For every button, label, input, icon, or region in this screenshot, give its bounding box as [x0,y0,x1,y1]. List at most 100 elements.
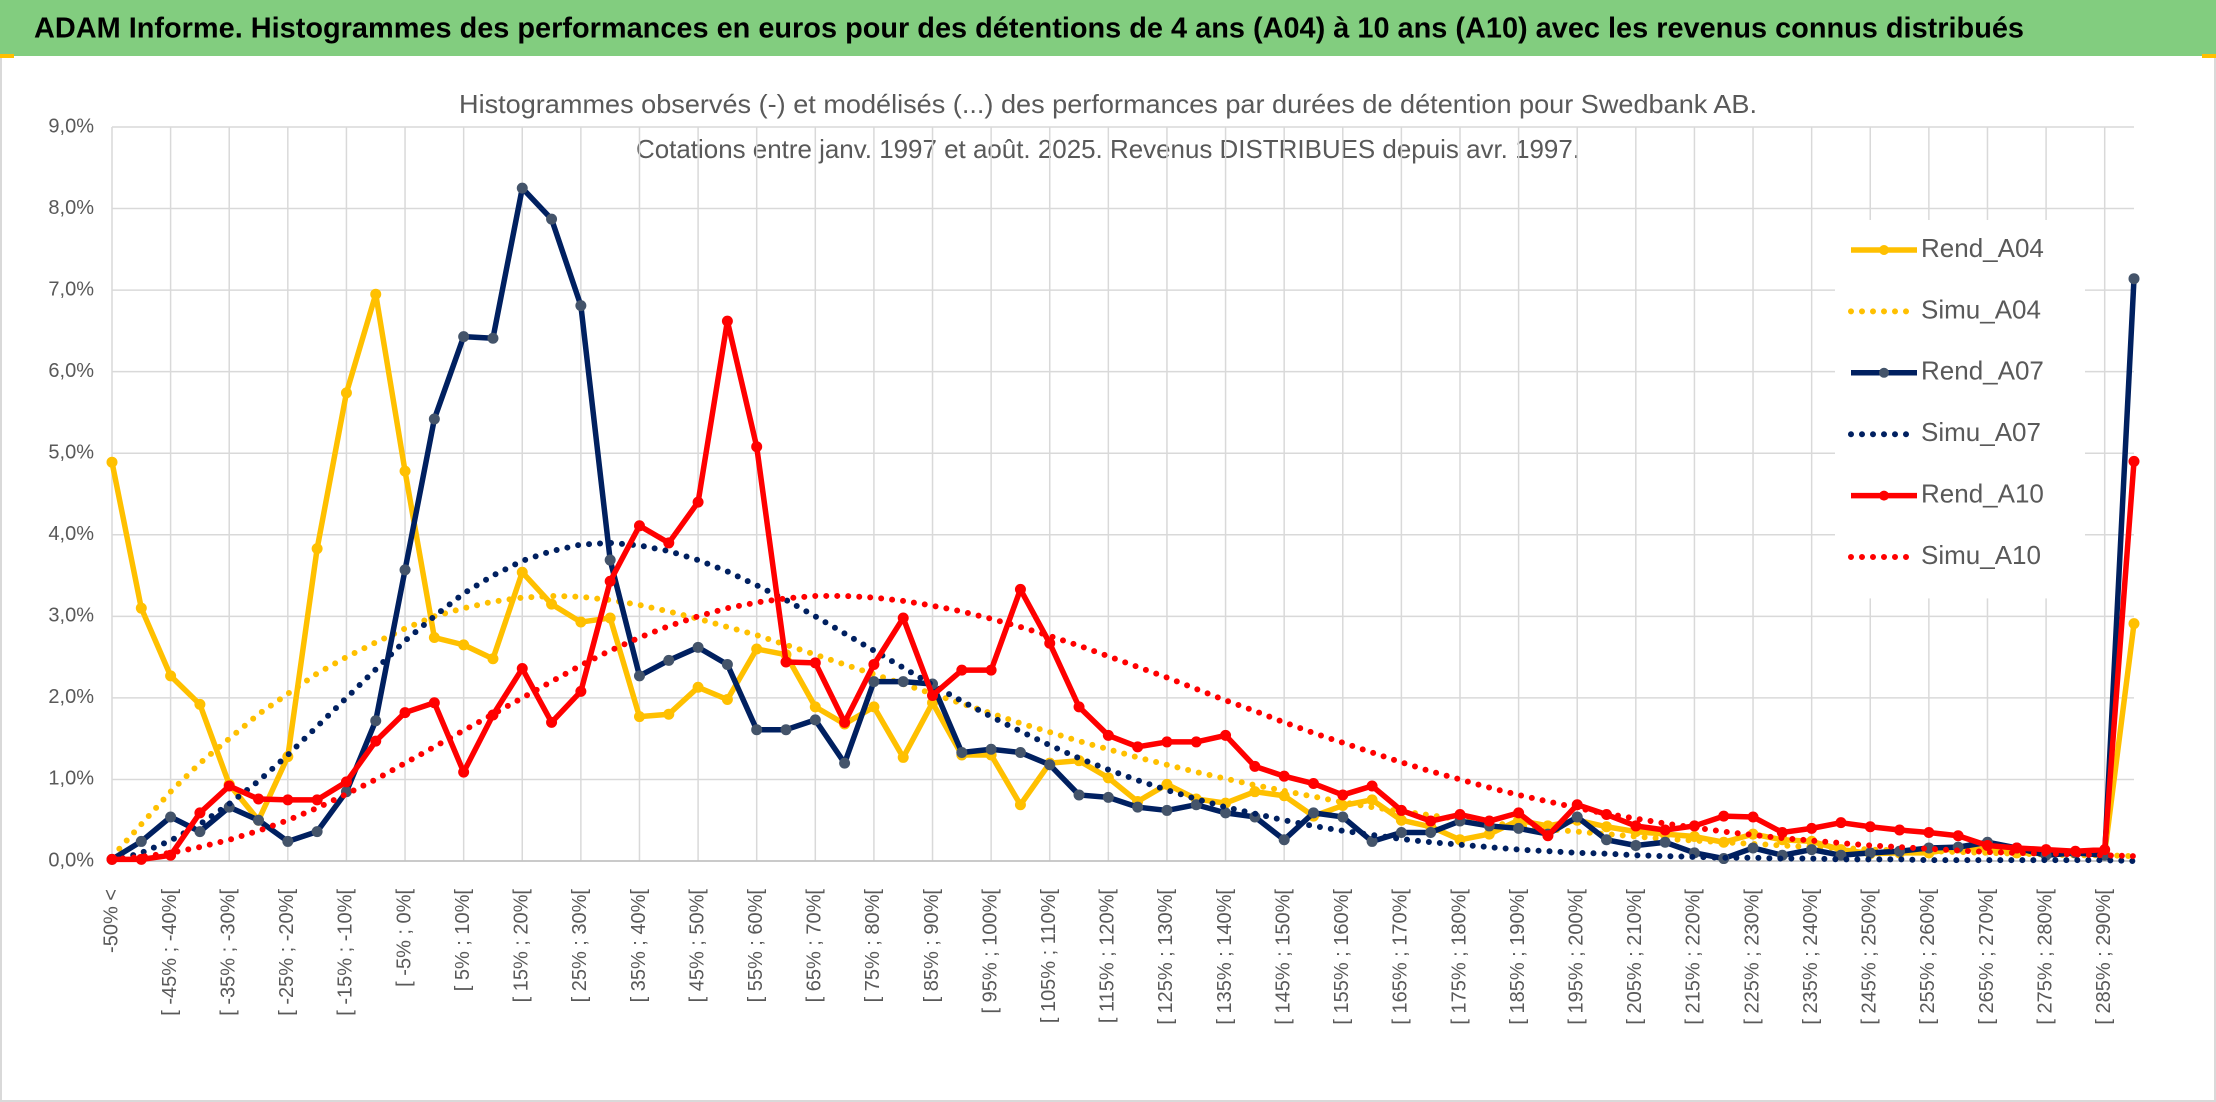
legend-label: Rend_A07 [1921,356,2044,386]
data-point [487,653,499,665]
x-tick-label: [ 25% ; 30%[ [569,889,591,1003]
data-point [1102,729,1114,741]
data-point [1923,826,1935,838]
data-point [399,707,411,719]
data-point [1835,817,1847,829]
data-point [1307,807,1319,819]
data-point [868,658,880,670]
x-tick-label: [ 65% ; 70%[ [804,889,826,1003]
series-line [109,592,2137,860]
header-title: ADAM Informe. Histogrammes des performan… [34,13,2024,45]
data-point [1747,842,1759,854]
data-point [1601,834,1613,846]
data-point [253,793,265,805]
data-point [956,747,968,759]
data-point [751,724,763,736]
y-tick-label: 9,0% [48,115,94,137]
header-bar [0,0,2216,56]
data-point [575,300,587,312]
x-tick-label: [ -5% ; 0%[ [393,889,415,987]
data-point [1249,786,1261,798]
data-point [1220,729,1232,741]
data-point [1073,701,1085,713]
data-point [546,716,558,728]
x-tick-label: [ 195% ; 200%[ [1565,889,1587,1025]
data-point [1659,824,1671,836]
series-line [109,592,2137,863]
data-point [1102,772,1114,784]
legend-label: Simu_A10 [1921,540,2041,570]
data-point [721,315,733,327]
data-point [1483,815,1495,827]
data-point [1659,836,1671,848]
data-point [633,520,645,532]
y-tick-label: 4,0% [48,523,94,545]
data-point [1571,811,1583,823]
data-point [575,685,587,697]
data-point [399,465,411,477]
legend-marker [1879,245,1889,255]
data-point [399,564,411,576]
x-tick-label: [ 235% ; 240%[ [1800,889,1822,1025]
data-point [1513,822,1525,834]
data-point [1073,789,1085,801]
x-tick-label: [ -45% ; -40%[ [159,889,181,1016]
data-point [1395,826,1407,838]
data-point [575,616,587,628]
corner-accent [0,54,14,58]
y-tick-label: 3,0% [48,605,94,627]
x-tick-label: [ 5% ; 10%[ [452,889,474,992]
x-tick-label: [ -25% ; -20%[ [276,889,298,1016]
x-tick-label: [ 55% ; 60%[ [745,889,767,1003]
data-point [985,743,997,755]
data-point [1278,770,1290,782]
data-point [516,182,528,194]
x-tick-label: [ 135% ; 140%[ [1214,889,1236,1025]
data-point [2099,844,2111,856]
data-point [985,664,997,676]
data-point [1630,820,1642,832]
data-point [1161,736,1173,748]
data-point [1806,844,1818,856]
data-point [165,811,177,823]
x-tick-label: [ 85% ; 90%[ [921,889,943,1003]
data-point [2011,842,2023,854]
data-point [340,387,352,399]
data-point [1454,809,1466,821]
data-point [458,766,470,778]
data-point [1220,807,1232,819]
data-point [282,794,294,806]
data-point [223,780,235,792]
data-point [1747,811,1759,823]
data-point [1688,831,1700,843]
data-point [546,598,558,610]
y-tick-label: 2,0% [48,686,94,708]
data-point [1601,821,1613,833]
x-tick-label: [ 255% ; 260%[ [1917,889,1939,1025]
data-point [1014,799,1026,811]
x-tick-label: [ 265% ; 270%[ [1976,889,1998,1025]
data-point [370,715,382,727]
data-point [1132,741,1144,753]
data-point [1864,847,1876,859]
x-tick-label: [ 125% ; 130%[ [1155,889,1177,1025]
data-point [956,664,968,676]
data-point [692,681,704,693]
data-point [897,751,909,763]
data-point [1806,822,1818,834]
data-point [927,689,939,701]
x-tick-label: [ 15% ; 20%[ [511,889,533,1003]
data-point [135,602,147,614]
data-point [839,716,851,728]
data-point [1718,810,1730,822]
data-point [1161,778,1173,790]
data-point [370,288,382,300]
data-point [780,724,792,736]
x-tick-label: [ 155% ; 160%[ [1331,889,1353,1025]
x-tick-label: [ -15% ; -10%[ [335,889,357,1016]
x-tick-label: [ 205% ; 210%[ [1624,889,1646,1025]
legend-label: Simu_A07 [1921,417,2041,447]
data-point [1952,830,1964,842]
data-point [1132,801,1144,813]
